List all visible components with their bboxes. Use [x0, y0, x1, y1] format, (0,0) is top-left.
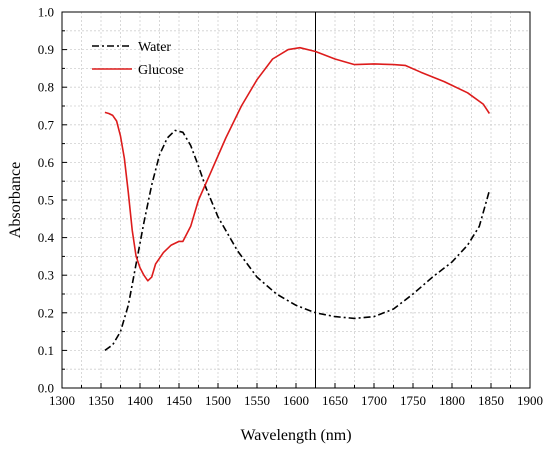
y-tick-labels: 0.0 0.1 0.2 0.3 0.4 0.5 0.6 0.7 0.8 0.9 1.0: [38, 5, 55, 396]
x-tick-label: 1450: [166, 393, 192, 408]
y-tick-label: 0.2: [38, 305, 54, 320]
x-tick-label: 1350: [88, 393, 114, 408]
y-tick-label: 0.5: [38, 193, 54, 208]
legend-label-water: Water: [138, 40, 171, 55]
series-layer: [104, 46, 491, 352]
series-line-water: [104, 129, 491, 352]
x-tick-label: 1650: [322, 393, 348, 408]
y-tick-label: 0.8: [38, 80, 54, 95]
x-tick-label: 1900: [517, 393, 543, 408]
y-tick-label: 0.4: [38, 230, 55, 245]
legend: Water Glucose: [92, 40, 184, 78]
x-tick-label: 1800: [439, 393, 465, 408]
grid-lines: [62, 12, 530, 388]
y-tick-label: 0.9: [38, 42, 54, 57]
x-tick-label: 1550: [244, 393, 270, 408]
y-tick-label: 0.0: [38, 381, 54, 396]
legend-label-glucose: Glucose: [138, 63, 184, 78]
x-tick-label: 1300: [49, 393, 75, 408]
series-line-glucose: [104, 46, 491, 282]
y-tick-label: 1.0: [38, 5, 54, 20]
x-tick-label: 1750: [400, 393, 426, 408]
y-tick-label: 0.3: [38, 268, 54, 283]
y-tick-label: 0.6: [38, 155, 55, 170]
axis-ticks: [61, 11, 531, 389]
x-tick-label: 1700: [361, 393, 387, 408]
y-axis-title: Absorbance: [7, 162, 24, 238]
y-tick-label: 0.7: [38, 117, 55, 132]
y-tick-label: 0.1: [38, 343, 54, 358]
x-tick-label: 1400: [127, 393, 153, 408]
x-tick-labels: 1300 1350 1400 1450 1500 1550 1600 1650 1700 1750…: [49, 393, 543, 408]
x-tick-label: 1500: [205, 393, 231, 408]
x-tick-label: 1850: [478, 393, 504, 408]
x-tick-label: 1600: [283, 393, 309, 408]
x-axis-title: Wavelength (nm): [240, 427, 351, 444]
